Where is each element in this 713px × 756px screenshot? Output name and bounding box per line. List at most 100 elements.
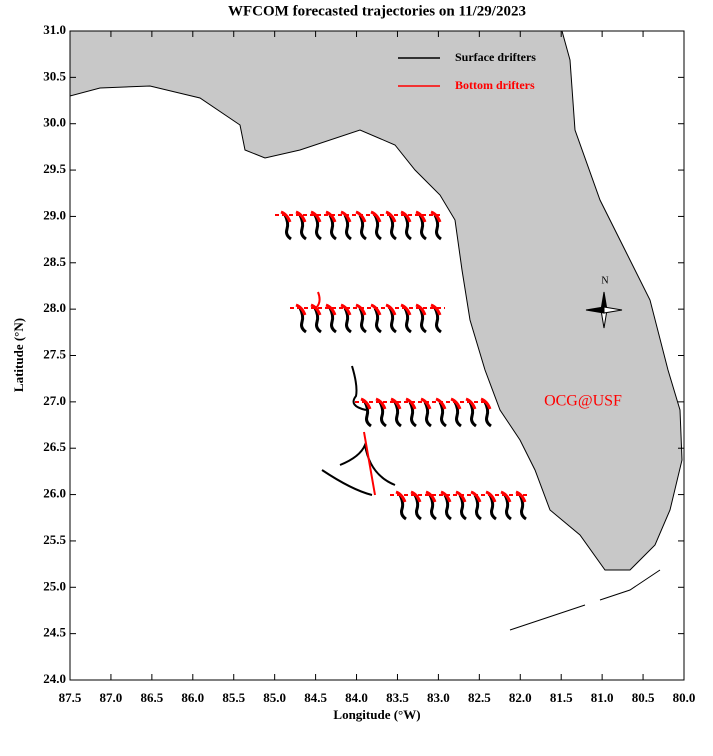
surface-trajectory xyxy=(458,494,467,521)
bottom-trajectory xyxy=(390,397,402,410)
x-tick-label: 83.5 xyxy=(386,690,409,705)
surface-trajectory xyxy=(408,401,417,428)
surface-trajectory xyxy=(418,214,427,241)
keys xyxy=(509,569,661,631)
compass xyxy=(585,291,623,329)
bottom-trajectory xyxy=(430,303,442,316)
bottom-trajectory xyxy=(410,490,422,503)
x-tick-label: 82.0 xyxy=(509,690,532,705)
bottom-trajectory xyxy=(280,210,292,223)
x-tick-label: 85.5 xyxy=(222,690,245,705)
surface-trajectory xyxy=(343,307,352,334)
x-tick-label: 87.0 xyxy=(100,690,123,705)
surface-trajectory xyxy=(488,494,497,521)
bottom-trajectory xyxy=(375,397,387,410)
y-axis-label: Latitude (°N) xyxy=(11,318,26,392)
land xyxy=(69,30,683,571)
surface-trajectory xyxy=(343,214,352,241)
surface-trajectory xyxy=(518,494,527,521)
bottom-trajectory xyxy=(515,490,527,503)
y-tick-label: 29.5 xyxy=(43,161,66,176)
x-tick-label: 87.5 xyxy=(59,690,82,705)
watermark: OCG@USF xyxy=(544,393,622,410)
bottom-trajectory xyxy=(400,303,412,316)
y-tick-label: 25.5 xyxy=(43,532,66,547)
y-tick-label: 28.0 xyxy=(43,300,66,315)
y-tick-label: 27.0 xyxy=(43,393,66,408)
bottom-trajectory xyxy=(295,303,307,316)
surface-trajectory xyxy=(503,494,512,521)
x-tick-label: 82.5 xyxy=(468,690,491,705)
bottom-trajectory xyxy=(310,303,322,316)
surface-trajectory xyxy=(453,401,462,428)
y-tick-label: 24.5 xyxy=(43,625,66,640)
y-tick-label: 27.5 xyxy=(43,346,66,361)
surface-trajectory xyxy=(358,307,367,334)
surface-trajectory xyxy=(388,307,397,334)
surface-trajectory xyxy=(418,307,427,334)
bottom-trajectory xyxy=(395,490,407,503)
legend-label: Bottom drifters xyxy=(455,78,535,92)
surface-trajectory xyxy=(283,214,292,241)
y-tick-label: 29.0 xyxy=(43,207,66,222)
trajectories xyxy=(275,210,528,521)
surface-trajectory xyxy=(298,307,307,334)
bottom-trajectory xyxy=(315,291,376,496)
x-tick-label: 86.0 xyxy=(181,690,204,705)
bottom-trajectory xyxy=(465,397,477,410)
surface-trajectory xyxy=(443,494,452,521)
x-tick-label: 84.5 xyxy=(304,690,327,705)
y-tick-label: 30.0 xyxy=(43,115,66,130)
surface-trajectory xyxy=(438,401,447,428)
surface-trajectory xyxy=(313,214,322,241)
y-tick-label: 25.0 xyxy=(43,578,66,593)
x-tick-label: 80.5 xyxy=(632,690,655,705)
surface-trajectory xyxy=(403,214,412,241)
legend-label: Surface drifters xyxy=(455,50,536,64)
surface-trajectory xyxy=(413,494,422,521)
surface-trajectory xyxy=(388,214,397,241)
x-tick-label: 83.0 xyxy=(427,690,450,705)
y-tick-label: 26.5 xyxy=(43,439,66,454)
bottom-trajectory xyxy=(500,490,512,503)
surface-trajectory xyxy=(373,307,382,334)
x-tick-label: 85.0 xyxy=(263,690,286,705)
x-tick-label: 84.0 xyxy=(345,690,368,705)
y-tick-label: 31.0 xyxy=(43,22,66,37)
bottom-trajectory xyxy=(325,303,337,316)
surface-trajectory xyxy=(468,401,477,428)
surface-trajectory xyxy=(428,494,437,521)
y-tick-label: 24.0 xyxy=(43,671,66,686)
bottom-trajectory xyxy=(415,303,427,316)
surface-trajectory xyxy=(433,307,442,334)
x-tick-label: 86.5 xyxy=(140,690,163,705)
bottom-trajectory xyxy=(415,210,427,223)
surface-trajectory xyxy=(373,214,382,241)
surface-trajectory xyxy=(321,365,396,496)
y-tick-label: 30.5 xyxy=(43,68,66,83)
surface-trajectory xyxy=(328,307,337,334)
surface-trajectory xyxy=(423,401,432,428)
compass-label: N xyxy=(601,275,608,286)
surface-trajectory xyxy=(433,214,442,241)
bottom-trajectory xyxy=(360,397,372,410)
chart-title: WFCOM forecasted trajectories on 11/29/2… xyxy=(228,3,526,19)
bottom-trajectory xyxy=(385,210,397,223)
surface-trajectory xyxy=(403,307,412,334)
surface-trajectory xyxy=(358,214,367,241)
y-tick-label: 28.5 xyxy=(43,254,66,269)
bottom-trajectory xyxy=(480,397,492,410)
surface-trajectory xyxy=(398,494,407,521)
surface-trajectory xyxy=(363,401,372,428)
x-tick-label: 80.0 xyxy=(673,690,696,705)
x-tick-label: 81.0 xyxy=(591,690,614,705)
bottom-trajectory xyxy=(295,210,307,223)
surface-trajectory xyxy=(473,494,482,521)
surface-trajectory xyxy=(298,214,307,241)
surface-trajectory xyxy=(393,401,402,428)
bottom-trajectory xyxy=(425,490,437,503)
x-axis-label: Longitude (°W) xyxy=(333,707,420,722)
y-tick-label: 26.0 xyxy=(43,486,66,501)
surface-trajectory xyxy=(378,401,387,428)
